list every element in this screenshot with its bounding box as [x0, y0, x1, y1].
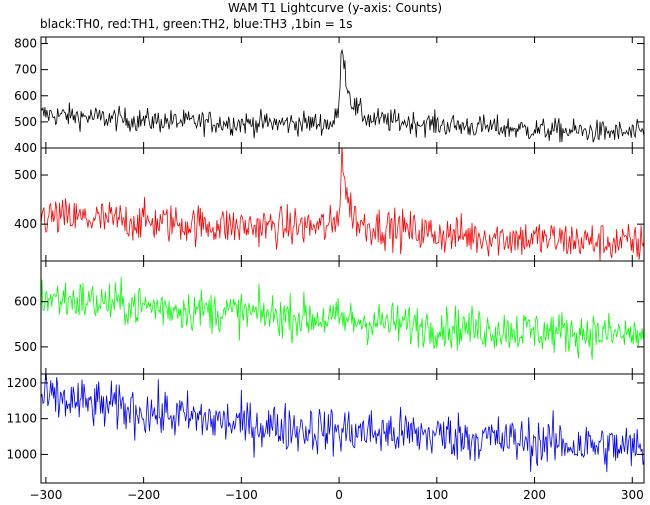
x-tick-label: 0 — [335, 488, 343, 502]
chart-title: WAM T1 Lightcurve (y-axis: Counts) — [228, 1, 442, 15]
panels-group: 400 500 600 700 800 400 500 500 600 1000 1100 1200 — [6, 36, 645, 484]
y-tick-label: 1000 — [6, 447, 37, 461]
x-tick-label: −300 — [29, 488, 62, 502]
x-tick-label: 300 — [621, 488, 644, 502]
panel-th3: 1000 1100 1200 — [6, 373, 645, 484]
y-tick-label: 500 — [14, 115, 37, 129]
x-tick-label: −200 — [127, 488, 160, 502]
y-tick-label: 800 — [14, 37, 37, 51]
series-line-th2 — [41, 276, 644, 360]
y-tick-label: 400 — [14, 141, 37, 155]
panel-th1: 400 500 — [14, 147, 645, 262]
series-line-th3 — [41, 374, 644, 473]
y-tick-label: 400 — [14, 217, 37, 231]
y-tick-label: 1200 — [6, 376, 37, 390]
series-line-th1 — [41, 148, 644, 261]
y-tick-label: 500 — [14, 168, 37, 182]
y-tick-label: 500 — [14, 340, 37, 354]
y-tick-label: 1100 — [6, 412, 37, 426]
y-tick-label: 600 — [14, 295, 37, 309]
panel-th0: 400 500 600 700 800 — [14, 36, 645, 155]
chart-subtitle: black:TH0, red:TH1, green:TH2, blue:TH3 … — [40, 17, 353, 31]
panel-th2: 500 600 — [14, 260, 645, 375]
x-tick-label: 200 — [523, 488, 546, 502]
panel-frame — [40, 373, 645, 484]
y-tick-label: 700 — [14, 63, 37, 77]
x-tick-label: −100 — [225, 488, 258, 502]
y-tick-label: 600 — [14, 89, 37, 103]
series-line-th0 — [41, 48, 644, 143]
x-axis: −300 −200 −100 0 100 200 300 — [29, 488, 643, 502]
x-tick-label: 100 — [425, 488, 448, 502]
